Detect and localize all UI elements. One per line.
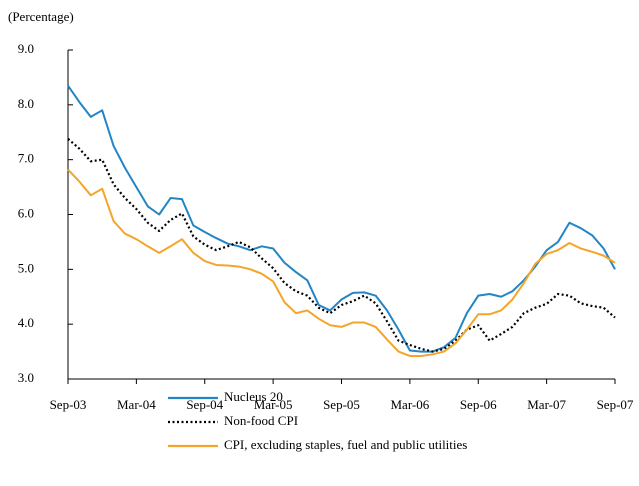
legend-label: CPI, excluding staples, fuel and public … (224, 437, 467, 452)
x-tick-label: Sep-07 (597, 397, 634, 412)
y-tick-label: 5.0 (18, 260, 34, 275)
x-tick-label: Mar-06 (391, 397, 430, 412)
series-line (67, 168, 616, 357)
y-tick-label: 7.0 (18, 151, 34, 166)
y-tick-label: 8.0 (18, 96, 34, 111)
series-line (67, 137, 616, 353)
series-line (67, 85, 616, 353)
legend-label: Nucleus 20 (224, 389, 283, 404)
x-tick-label: Sep-03 (50, 397, 87, 412)
y-tick-label: 4.0 (18, 315, 34, 330)
x-tick-label: Sep-05 (323, 397, 360, 412)
x-tick-label: Mar-04 (117, 397, 156, 412)
legend-label: Non-food CPI (224, 413, 298, 428)
y-axis-label: (Percentage) (8, 9, 74, 24)
y-tick-label: 9.0 (18, 41, 34, 56)
y-tick-label: 6.0 (18, 205, 34, 220)
x-tick-label: Sep-04 (186, 397, 223, 412)
x-tick-label: Mar-05 (254, 397, 293, 412)
y-tick-label: 3.0 (18, 370, 34, 385)
x-tick-label: Mar-07 (527, 397, 566, 412)
x-tick-label: Sep-06 (460, 397, 497, 412)
